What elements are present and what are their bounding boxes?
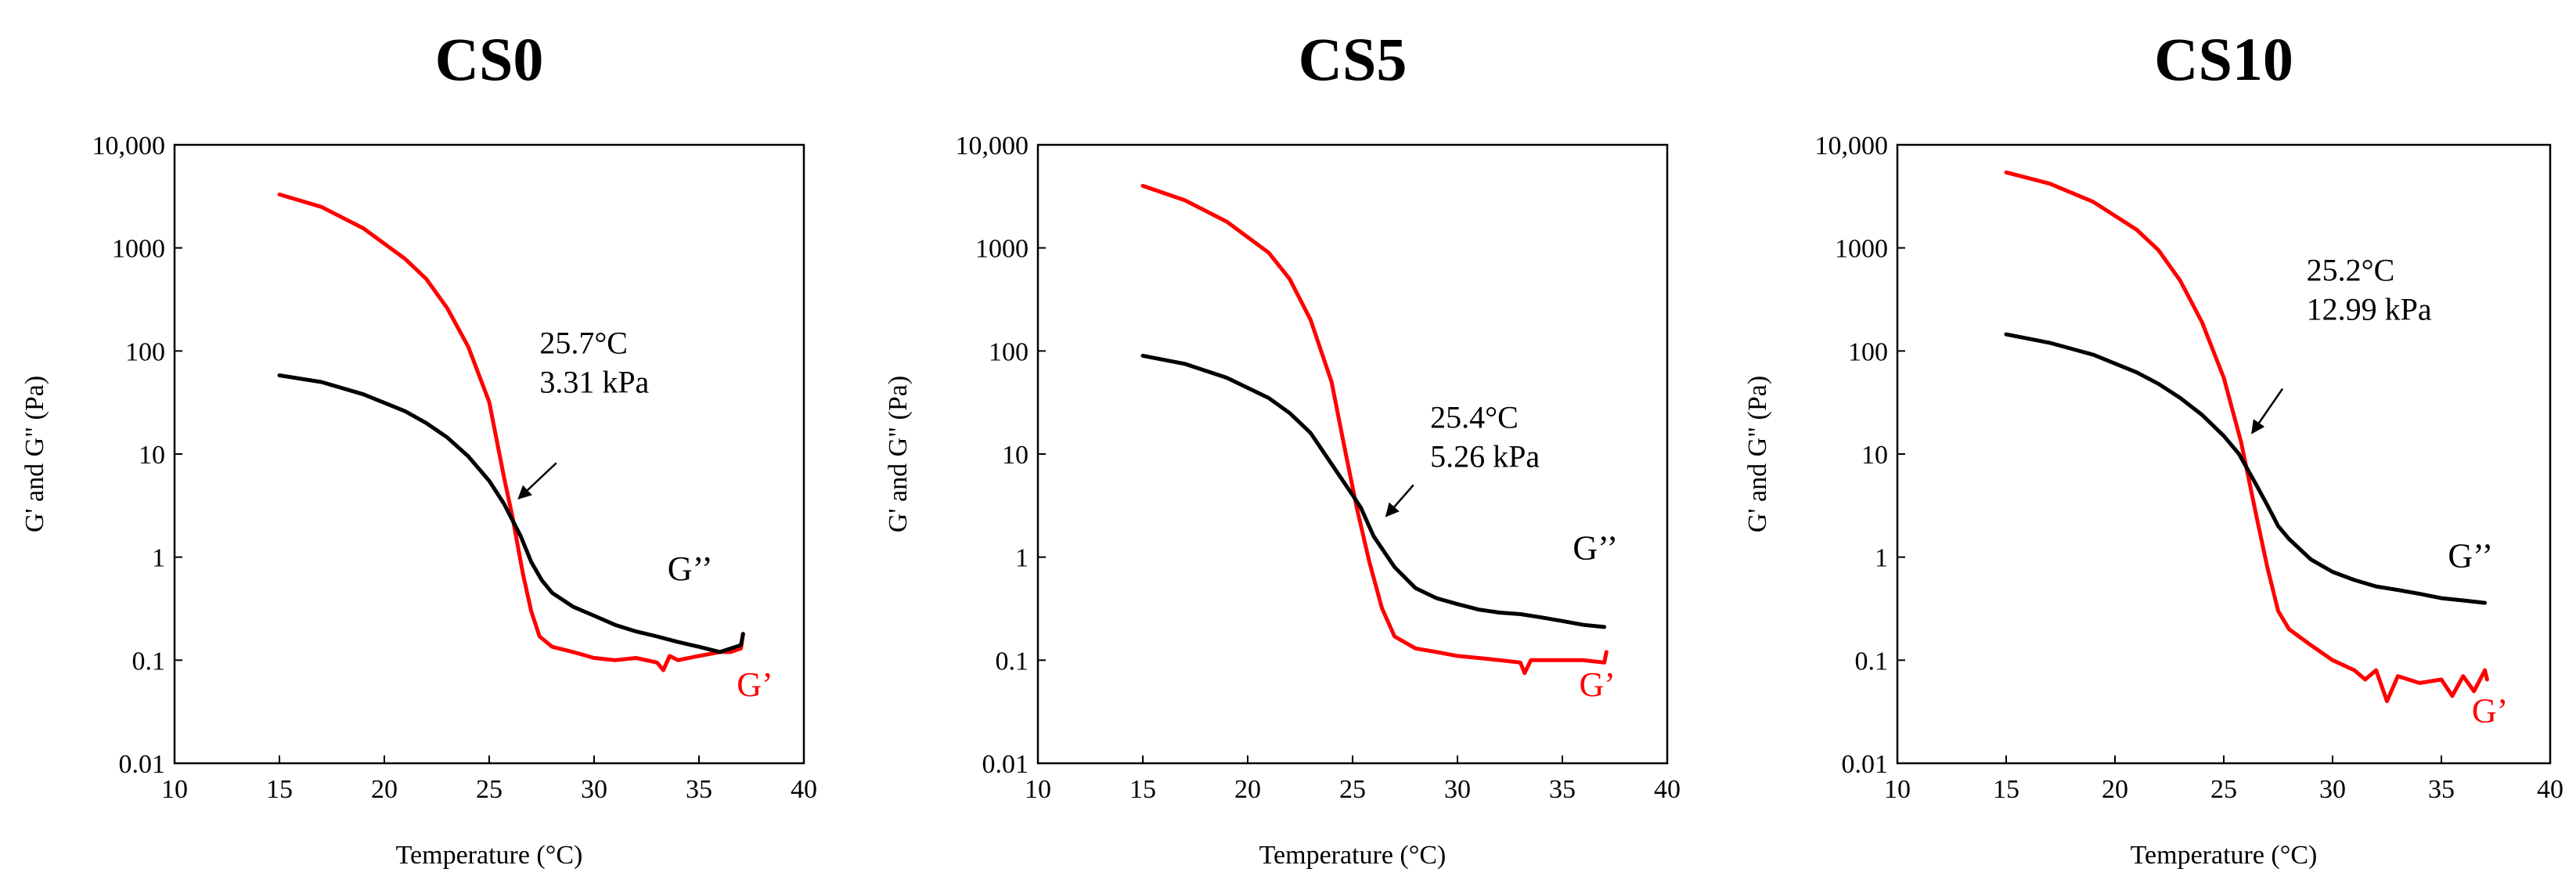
loss-modulus-line (1140, 353, 1607, 629)
y-tick-label: 1000 (1835, 235, 1888, 264)
x-tick-label: 40 (791, 775, 817, 804)
storage-modulus-line (2004, 170, 2489, 704)
y-tick-label: 0.01 (1842, 750, 1889, 779)
crossover-annotation: 25.2°C (2307, 253, 2395, 288)
crossover-annotation: 25.7°C (539, 325, 628, 360)
y-tick-label: 1 (1875, 544, 1888, 573)
y-tick-label: 100 (989, 337, 1029, 366)
y-axis-label: G' and G" (Pa) (20, 376, 49, 532)
x-tick-label: 30 (2319, 775, 2346, 804)
y-tick-label: 100 (1848, 337, 1888, 366)
y-tick-label: 100 (125, 337, 165, 366)
crossover-annotation: 5.26 kPa (1430, 438, 1540, 474)
y-tick-label: 10,000 (92, 132, 166, 160)
x-tick-label: 40 (1654, 775, 1681, 804)
x-axis-label: Temperature (°C) (396, 841, 583, 870)
x-tick-label: 40 (2537, 775, 2563, 804)
chart-panel-cs5: CS5 10 15 20 25 30 35 40 0.01 0.1 1 10 100 1000 10,000… (884, 25, 1681, 870)
y-tick-label: 10 (1861, 441, 1888, 470)
x-tick-label: 10 (161, 775, 188, 804)
y-tick-label: 10 (1002, 441, 1029, 470)
chart-title: CS10 (2154, 25, 2293, 93)
chart-title: CS5 (1299, 25, 1407, 93)
storage-modulus-label: G’ (1579, 665, 1615, 704)
x-tick-label: 25 (1339, 775, 1366, 804)
chart-panel-cs0: CS0 10 15 20 25 30 35 40 0.01 0.1 1 10 100 1000 10,000… (20, 25, 817, 870)
x-tick-label: 35 (1549, 775, 1576, 804)
storage-modulus-label: G’ (2472, 692, 2508, 730)
y-tick-label: 10,000 (956, 132, 1029, 160)
x-tick-label: 20 (371, 775, 398, 804)
loss-modulus-line (277, 373, 745, 654)
x-tick-label: 15 (1993, 775, 2019, 804)
x-tick-label: 25 (476, 775, 503, 804)
storage-modulus-label: G’ (737, 665, 773, 704)
chart-panel-cs10: CS10 10 15 20 25 30 35 40 0.01 0.1 1 10 100 1000 10,00… (1743, 25, 2563, 870)
storage-modulus-line (1140, 183, 1609, 676)
x-tick-label: 15 (266, 775, 293, 804)
y-tick-label: 0.01 (982, 750, 1029, 779)
y-axis-label: G' and G" (Pa) (884, 376, 913, 532)
plot-frame (173, 143, 805, 765)
y-tick-label: 0.1 (132, 647, 166, 676)
crossover-annotation: 12.99 kPa (2307, 292, 2432, 327)
y-tick-label: 10,000 (1815, 132, 1889, 160)
y-tick-label: 1 (1015, 544, 1029, 573)
x-tick-label: 15 (1129, 775, 1156, 804)
plot-frame (1896, 143, 2552, 765)
y-axis-label: G' and G" (Pa) (1743, 376, 1772, 532)
x-tick-label: 30 (581, 775, 607, 804)
x-axis-label: Temperature (°C) (1259, 841, 1447, 870)
crossover-annotation: 3.31 kPa (539, 364, 649, 399)
y-tick-label: 0.1 (1855, 647, 1889, 676)
chart-title: CS0 (435, 25, 544, 93)
x-tick-label: 10 (1025, 775, 1051, 804)
y-tick-label: 0.1 (996, 647, 1029, 676)
loss-modulus-label: G’’ (668, 550, 713, 588)
y-tick-label: 10 (139, 441, 165, 470)
x-axis-label: Temperature (°C) (2131, 841, 2318, 870)
crossover-annotation: 25.4°C (1430, 399, 1519, 434)
x-tick-label: 20 (1234, 775, 1261, 804)
y-tick-label: 1000 (112, 235, 165, 264)
y-tick-label: 0.01 (119, 750, 166, 779)
storage-modulus-line (277, 192, 745, 672)
plot-frame (1036, 143, 1669, 765)
crossover-arrow (517, 462, 557, 500)
loss-modulus-line (2004, 332, 2488, 605)
y-tick-label: 1 (152, 544, 165, 573)
x-tick-label: 25 (2210, 775, 2237, 804)
x-tick-label: 20 (2102, 775, 2128, 804)
loss-modulus-label: G’’ (1573, 529, 1618, 568)
x-tick-label: 35 (2428, 775, 2455, 804)
x-tick-label: 30 (1444, 775, 1471, 804)
crossover-arrow (1385, 484, 1414, 517)
crossover-arrow (2251, 388, 2284, 434)
x-tick-label: 35 (686, 775, 712, 804)
x-tick-label: 10 (1884, 775, 1911, 804)
y-tick-label: 1000 (975, 235, 1029, 264)
loss-modulus-label: G’’ (2448, 536, 2493, 575)
